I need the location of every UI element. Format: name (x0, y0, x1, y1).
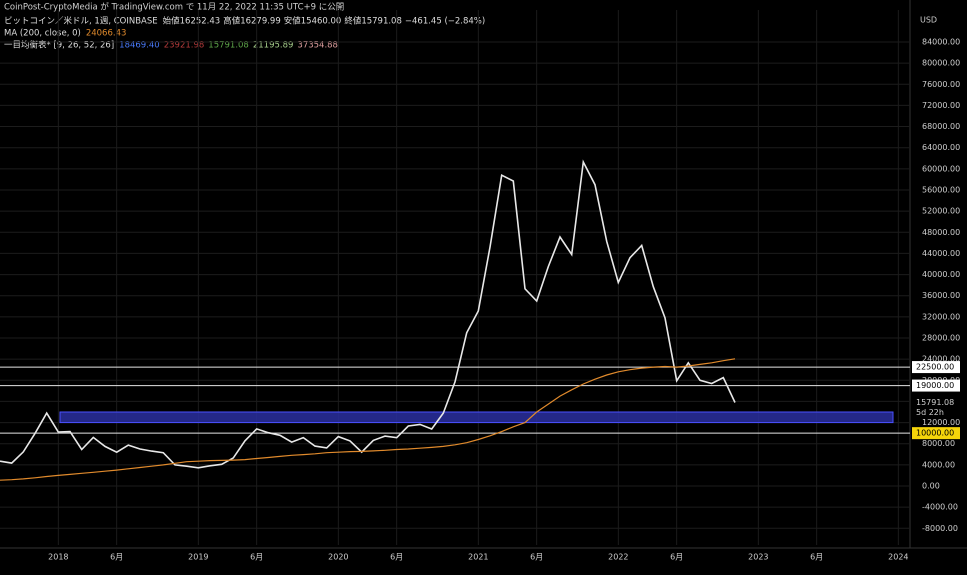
level-tag (912, 379, 960, 392)
y-tick-label: 36000.00 (922, 291, 960, 300)
y-tick-label: 48000.00 (922, 228, 960, 237)
y-tick-label: 80000.00 (922, 59, 960, 68)
level-tag (912, 361, 960, 374)
y-tick-label: 0.00 (922, 482, 940, 491)
published-note: CoinPost-CryptoMedia が TradingView.com で… (4, 2, 344, 13)
ichimoku-value: 23921.98 (164, 41, 205, 51)
y-tick-label: 56000.00 (922, 185, 960, 194)
y-tick-label: 72000.00 (922, 101, 960, 110)
x-tick-label: 2022 (608, 553, 628, 562)
ichimoku-value: 18469.40 (119, 41, 160, 51)
x-tick-label: 6月 (110, 553, 123, 562)
y-tick-label: 4000.00 (922, 460, 955, 469)
y-tick-label: 12000.00 (922, 418, 960, 427)
legend: ビットコイン／米ドル, 1週, COINBASE 始値16252.43 高値1627… (4, 16, 485, 51)
x-tick-label: 6月 (810, 553, 823, 562)
x-tick-label: 2021 (468, 553, 488, 562)
ohlc-value: 高値16279.99 (223, 16, 281, 27)
ichimoku-name: 一目均衡表* [9, 26, 52, 26] (4, 40, 114, 51)
ohlc-value: −461.45 (−2.84%) (405, 17, 485, 27)
price-line (0, 159, 736, 469)
level-label: 22500.00 (916, 363, 954, 372)
y-tick-label: 60000.00 (922, 164, 960, 173)
y-tick-label: 40000.00 (922, 270, 960, 279)
currency: USD (920, 16, 937, 25)
symbol: ビットコイン／米ドル, 1週, COINBASE (4, 16, 158, 27)
ohlc-value: 始値16252.43 (163, 16, 221, 27)
y-tick-label: 8000.00 (922, 439, 955, 448)
ichimoku-value: 21195.89 (253, 41, 294, 51)
x-tick-label: 2024 (888, 553, 908, 562)
ichimoku-value: 37354.88 (297, 41, 338, 51)
ohlc-value: 安値15460.00 (284, 16, 342, 27)
y-tick-label: 52000.00 (922, 207, 960, 216)
y-tick-label: 76000.00 (922, 80, 960, 89)
ma-line (0, 358, 736, 481)
x-tick-label: 6月 (250, 553, 263, 562)
x-tick-label: 2020 (328, 553, 348, 562)
ohlc-value: 終値15791.08 (344, 16, 402, 27)
last-price-label: 15791.08 (916, 398, 954, 407)
y-tick-label: 64000.00 (922, 143, 960, 152)
x-tick-label: 6月 (670, 553, 683, 562)
ma-value: 24066.43 (86, 29, 127, 39)
countdown: 5d 22h (916, 408, 944, 417)
y-tick-label: 68000.00 (922, 122, 960, 131)
level-tag (912, 427, 960, 440)
x-tick-label: 2018 (48, 553, 68, 562)
support-band (59, 411, 894, 424)
ichimoku-value: 15791.08 (208, 41, 249, 51)
y-tick-label: -4000.00 (922, 503, 958, 512)
x-tick-label: 2019 (188, 553, 208, 562)
y-tick-label: 84000.00 (922, 37, 960, 46)
level-label: 10000.00 (916, 429, 954, 438)
x-tick-label: 2023 (748, 553, 768, 562)
x-tick-label: 6月 (530, 553, 543, 562)
y-tick-label: 44000.00 (922, 249, 960, 258)
last-price-tag (912, 396, 960, 419)
y-tick-label: 32000.00 (922, 312, 960, 321)
level-label: 19000.00 (916, 381, 954, 390)
ma-name: MA (200, close, 0) (4, 29, 81, 39)
y-tick-label: -8000.00 (922, 524, 958, 533)
y-tick-label: 28000.00 (922, 333, 960, 342)
y-tick-label: 24000.00 (922, 355, 960, 364)
x-tick-label: 6月 (390, 553, 403, 562)
